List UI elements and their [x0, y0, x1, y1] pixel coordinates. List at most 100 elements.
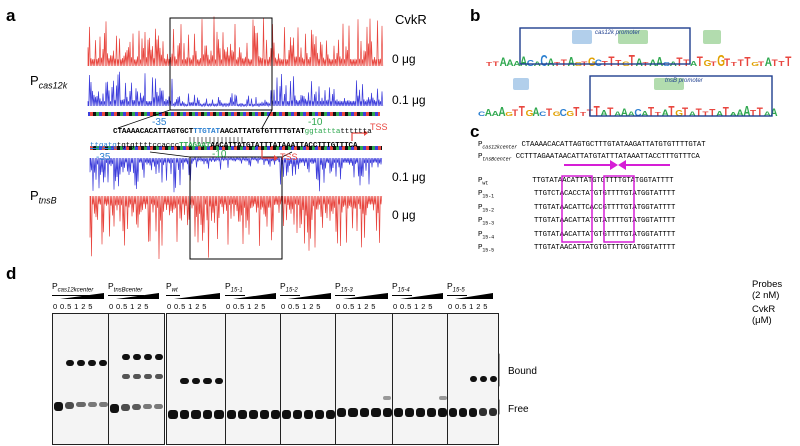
- free-band: [479, 408, 487, 416]
- probes-concentration: (2 nM): [752, 290, 780, 301]
- logo-letter: T: [731, 62, 737, 68]
- free-band: [143, 404, 152, 409]
- logo-letter: T: [655, 112, 661, 118]
- center-row-tnsb: PtnsBcenter CCTTTAGAATAACATTATGTATTTATAA…: [478, 153, 700, 163]
- logo-letter: T: [607, 106, 613, 119]
- electropherogram-trace: [87, 71, 384, 108]
- center-row-cas12k: Pcas12kcenter CTAAAACACATTAGTGCTTTGTATAA…: [478, 141, 706, 151]
- base-color-strip-top: [88, 112, 380, 116]
- emsa-gel: [166, 313, 226, 445]
- bound-band: [121, 354, 130, 360]
- free-band: [405, 408, 414, 417]
- logo-letter: A: [716, 110, 723, 118]
- free-band: [238, 410, 247, 419]
- cvkr-label: CvkR: [395, 12, 427, 27]
- logo-letter: T: [778, 60, 785, 68]
- logo-letter: T: [772, 58, 778, 68]
- promoter-cas12k-label: Pcas12k: [30, 73, 68, 91]
- emsa-gel: [335, 313, 394, 445]
- logo-letter: A: [513, 60, 520, 68]
- logo-letter: T: [785, 53, 792, 69]
- bound-band: [65, 360, 74, 366]
- logo-letter: A: [506, 58, 513, 68]
- emsa-gel: [280, 313, 337, 445]
- logo-letter: T: [573, 106, 579, 119]
- logo-letter: T: [738, 58, 744, 68]
- free-band: [98, 402, 108, 407]
- free-band: [359, 408, 370, 417]
- lane-concentrations: 0 0.5 1 2 5: [109, 302, 149, 311]
- logo-letter: T: [512, 108, 518, 118]
- bound-band: [203, 378, 212, 384]
- bound-band: [132, 354, 141, 360]
- logo-letter: A: [621, 107, 629, 120]
- logo-letter: A: [600, 109, 608, 118]
- logo-letter: A: [485, 108, 492, 119]
- free-band: [394, 408, 403, 417]
- free-band: [54, 402, 64, 411]
- concentration-wedge: [233, 293, 276, 299]
- lane-concentrations: 0 0.5 1 2 5: [167, 302, 207, 311]
- bound-band: [143, 354, 152, 360]
- free-band: [121, 404, 130, 411]
- minus35-top-label: -35: [152, 117, 167, 128]
- emsa-gel: [52, 313, 110, 445]
- lane-concentrations: 0 0.5 1 2 5: [393, 302, 433, 311]
- logo-letter: G: [704, 59, 712, 68]
- trace-label-01ug-bottom: 0.1 μg: [392, 170, 426, 184]
- free-band: [227, 410, 236, 419]
- free-band: [282, 410, 291, 419]
- logo-letter: A: [520, 53, 527, 69]
- emsa-gel: [108, 313, 165, 445]
- minus35-bottom-label: -35: [96, 152, 111, 163]
- logo-letter: T: [758, 61, 764, 68]
- lane-concentrations: 0 0.5 1 2 5: [448, 302, 488, 311]
- bound-band: [438, 396, 447, 400]
- bound-band-secondary: [132, 374, 141, 379]
- logo-letter: A: [628, 111, 635, 118]
- lane-concentrations: 0 0.5 1 2 5: [336, 302, 376, 311]
- free-band: [168, 410, 178, 419]
- tss-arrow-bottom: [261, 150, 274, 159]
- free-band: [449, 408, 457, 417]
- free-band: [348, 408, 358, 417]
- bound-band: [154, 354, 163, 360]
- free-band: [76, 402, 86, 408]
- free-band: [260, 410, 269, 419]
- free-band: [438, 408, 447, 417]
- logo-letter: C: [478, 111, 485, 118]
- promoter-tnsb-label: PtnsB: [30, 188, 57, 206]
- free-band: [469, 408, 477, 417]
- logo-letter: G: [717, 52, 725, 70]
- emsa-gel: [447, 313, 499, 445]
- footprint-traces: [87, 16, 384, 260]
- logo-letter: A: [636, 57, 644, 70]
- bound-band: [76, 360, 86, 366]
- bound-band: [214, 378, 224, 384]
- base-pair-ticks: [189, 137, 243, 144]
- concentration-wedge: [455, 293, 493, 299]
- trace-label-0ug-top: 0 μg: [392, 52, 416, 66]
- tss-bottom-label: TSS: [280, 152, 298, 162]
- lane-concentrations: 0 0.5 1 2 5: [281, 302, 321, 311]
- logo-letter: C: [560, 108, 567, 119]
- electropherogram-trace: [89, 156, 383, 193]
- free-label: Free: [508, 404, 529, 415]
- free-band: [315, 410, 324, 419]
- bound-band: [99, 360, 108, 366]
- trace-label-01ug-top: 0.1 μg: [392, 93, 426, 107]
- logo-letter: A: [500, 56, 507, 69]
- trace-label-0ug-bottom: 0 μg: [392, 208, 416, 222]
- minus10-bottom-label: -10: [212, 149, 227, 160]
- logo-letter: T: [676, 56, 682, 69]
- bound-band: [180, 378, 189, 384]
- panel-c-letter: c: [470, 122, 480, 141]
- panel-a-letter: a: [6, 6, 16, 25]
- logo-letter: A: [765, 56, 772, 69]
- logo-letter: C: [634, 108, 641, 119]
- logo-letter: A: [656, 56, 664, 69]
- emsa-gel: [392, 313, 449, 445]
- logo-letter: A: [689, 111, 696, 118]
- bound-band-secondary: [143, 374, 152, 379]
- mutant-row: Pwt TTGTATAACATTATGTGTTTTGTATGGTATTTT: [478, 177, 674, 187]
